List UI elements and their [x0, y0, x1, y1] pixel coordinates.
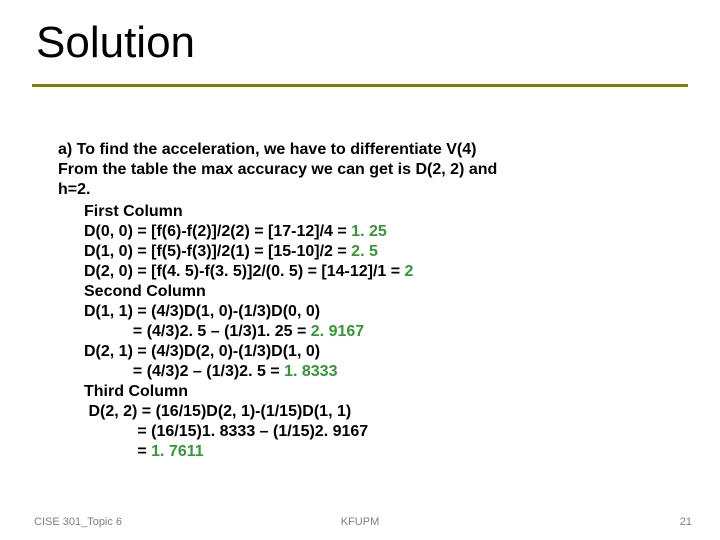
line-expression: D(1, 1) = (4/3)D(1, 0)-(1/3)D(0, 0)	[84, 303, 320, 320]
line-expression: D(1, 0) = [f(5)-f(3)]/2(1) = [15-10]/2 =	[84, 243, 351, 260]
solution-line: = 1. 7611	[84, 442, 680, 462]
intro-text: a) To find the acceleration, we have to …	[58, 140, 680, 200]
solution-line: = (16/15)1. 8333 – (1/15)2. 9167	[84, 422, 680, 442]
section-header: Third Column	[84, 382, 680, 402]
line-result: 2. 9167	[311, 323, 364, 340]
line-result: 2	[405, 263, 414, 280]
line-expression: =	[84, 443, 151, 460]
section-header: Second Column	[84, 282, 680, 302]
line-expression: = (4/3)2 – (1/3)2. 5 =	[84, 363, 284, 380]
line-expression: D(2, 2) = (16/15)D(2, 1)-(1/15)D(1, 1)	[84, 403, 351, 420]
line-expression: D(2, 1) = (4/3)D(2, 0)-(1/3)D(1, 0)	[84, 343, 320, 360]
title-underline	[32, 84, 688, 87]
body: a) To find the acceleration, we have to …	[58, 140, 680, 462]
slide-title: Solution	[36, 18, 195, 68]
solution-line: = (4/3)2 – (1/3)2. 5 = 1. 8333	[84, 362, 680, 382]
intro-line: h=2.	[58, 180, 680, 200]
line-expression: = (4/3)2. 5 – (1/3)1. 25 =	[84, 323, 311, 340]
footer-page-number: 21	[680, 516, 692, 528]
slide: Solution a) To find the acceleration, we…	[0, 0, 720, 540]
solution-line: D(2, 2) = (16/15)D(2, 1)-(1/15)D(1, 1)	[84, 402, 680, 422]
solution-line: D(1, 0) = [f(5)-f(3)]/2(1) = [15-10]/2 =…	[84, 242, 680, 262]
solution-line: D(1, 1) = (4/3)D(1, 0)-(1/3)D(0, 0)	[84, 302, 680, 322]
section-header: First Column	[84, 202, 680, 222]
line-result: 1. 7611	[151, 443, 204, 460]
solution-line: D(2, 0) = [f(4. 5)-f(3. 5)]2/(0. 5) = [1…	[84, 262, 680, 282]
solution-line: = (4/3)2. 5 – (1/3)1. 25 = 2. 9167	[84, 322, 680, 342]
footer-center: KFUPM	[0, 516, 720, 528]
line-result: 1. 25	[351, 223, 387, 240]
solution-line: D(0, 0) = [f(6)-f(2)]/2(2) = [17-12]/4 =…	[84, 222, 680, 242]
intro-line: a) To find the acceleration, we have to …	[58, 140, 680, 160]
line-result: 1. 8333	[284, 363, 337, 380]
line-expression: D(2, 0) = [f(4. 5)-f(3. 5)]2/(0. 5) = [1…	[84, 263, 405, 280]
line-expression: = (16/15)1. 8333 – (1/15)2. 9167	[84, 423, 368, 440]
line-expression: D(0, 0) = [f(6)-f(2)]/2(2) = [17-12]/4 =	[84, 223, 351, 240]
intro-line: From the table the max accuracy we can g…	[58, 160, 680, 180]
worked-solution: First ColumnD(0, 0) = [f(6)-f(2)]/2(2) =…	[58, 202, 680, 462]
solution-line: D(2, 1) = (4/3)D(2, 0)-(1/3)D(1, 0)	[84, 342, 680, 362]
line-result: 2. 5	[351, 243, 378, 260]
